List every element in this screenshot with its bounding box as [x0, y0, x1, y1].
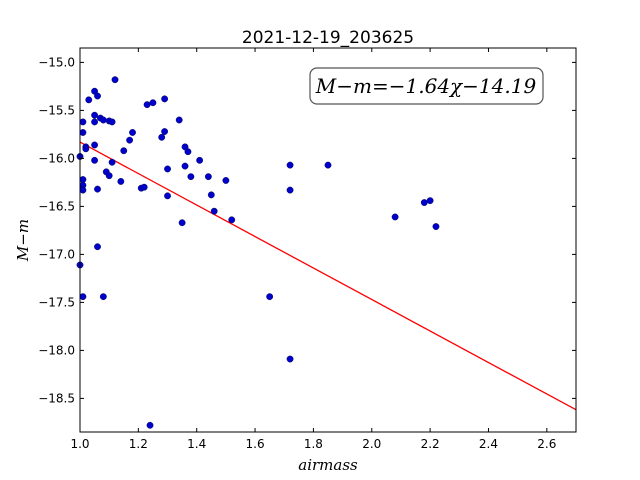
data-point	[175, 116, 183, 124]
equation-box: M−m=−1.64χ−14.19	[309, 67, 544, 105]
x-tick-label: 1.8	[304, 437, 323, 451]
fit-line-layer	[79, 141, 577, 411]
y-tick-label: −15.0	[38, 55, 75, 69]
data-point	[207, 191, 215, 199]
x-tick-label: 1.4	[187, 437, 206, 451]
data-point	[391, 213, 399, 221]
data-point	[161, 128, 169, 135]
data-point	[79, 186, 87, 194]
data-point	[85, 96, 93, 104]
data-point	[94, 243, 101, 251]
data-point	[164, 192, 171, 200]
data-point	[99, 293, 107, 301]
data-point	[286, 161, 294, 169]
data-point	[266, 293, 274, 301]
x-axis-ticks: 1.0 1.2 1.4 1.6 1.8 2.0 2.2 2.4 2.6	[70, 48, 556, 451]
data-point	[129, 129, 136, 136]
chart-title: 2021-12-19_203625	[242, 28, 414, 48]
data-point	[99, 116, 107, 124]
data-point	[196, 156, 204, 164]
data-point	[120, 147, 128, 155]
data-point	[146, 421, 154, 429]
fit-equation: M−m=−1.64χ−14.19	[315, 74, 537, 98]
data-point	[94, 92, 101, 100]
data-point	[108, 118, 116, 126]
fit-line	[79, 141, 577, 411]
data-point	[117, 178, 125, 185]
data-point	[181, 162, 189, 170]
data-point	[108, 158, 116, 166]
y-tick-label: −18.5	[38, 391, 75, 405]
data-point	[149, 99, 157, 107]
data-point	[82, 145, 90, 153]
data-point	[111, 76, 119, 84]
data-point	[426, 197, 434, 205]
data-point	[164, 165, 171, 173]
data-point	[420, 199, 428, 206]
data-point	[91, 111, 98, 119]
data-point	[222, 177, 230, 184]
data-point	[91, 118, 98, 126]
data-point	[79, 129, 87, 136]
data-point	[228, 216, 236, 224]
data-point	[204, 173, 212, 181]
y-tick-label: −16.5	[38, 199, 75, 213]
data-point	[94, 185, 101, 193]
data-point	[432, 223, 440, 230]
points-layer	[76, 76, 440, 429]
data-point	[187, 173, 195, 181]
data-point	[79, 118, 87, 126]
data-point	[158, 133, 166, 141]
x-tick-label: 1.6	[246, 437, 265, 451]
x-tick-label: 2.2	[421, 437, 440, 451]
y-tick-label: −15.5	[38, 103, 75, 117]
x-axis-label: airmass	[298, 456, 358, 474]
data-point	[210, 207, 218, 215]
data-point	[91, 141, 98, 149]
data-point	[91, 156, 98, 164]
data-point	[79, 293, 87, 301]
data-point	[286, 355, 294, 363]
y-tick-label: −17.0	[38, 247, 75, 261]
x-tick-label: 2.6	[537, 437, 556, 451]
data-point	[286, 186, 294, 194]
data-point	[140, 183, 148, 191]
data-point	[143, 101, 151, 109]
x-tick-label: 1.0	[70, 437, 89, 451]
data-point	[126, 136, 134, 144]
x-tick-label: 2.4	[479, 437, 498, 451]
data-point	[178, 219, 186, 227]
y-axis-ticks: −15.0 −15.5 −16.0 −16.5 −17.0 −17.5 −18.0 −18.5	[38, 55, 576, 405]
x-tick-label: 2.0	[362, 437, 381, 451]
equation-box-frame	[309, 67, 544, 105]
data-point	[161, 95, 169, 103]
y-tick-label: −17.5	[38, 295, 75, 309]
y-axis-label: M−m	[14, 219, 32, 262]
plot-frame	[79, 47, 577, 433]
y-tick-label: −16.0	[38, 151, 75, 165]
data-point	[184, 148, 192, 156]
data-point	[324, 161, 332, 169]
data-point	[105, 172, 113, 180]
data-point	[79, 176, 87, 183]
y-tick-label: −18.0	[38, 343, 75, 357]
x-tick-label: 1.2	[129, 437, 148, 451]
